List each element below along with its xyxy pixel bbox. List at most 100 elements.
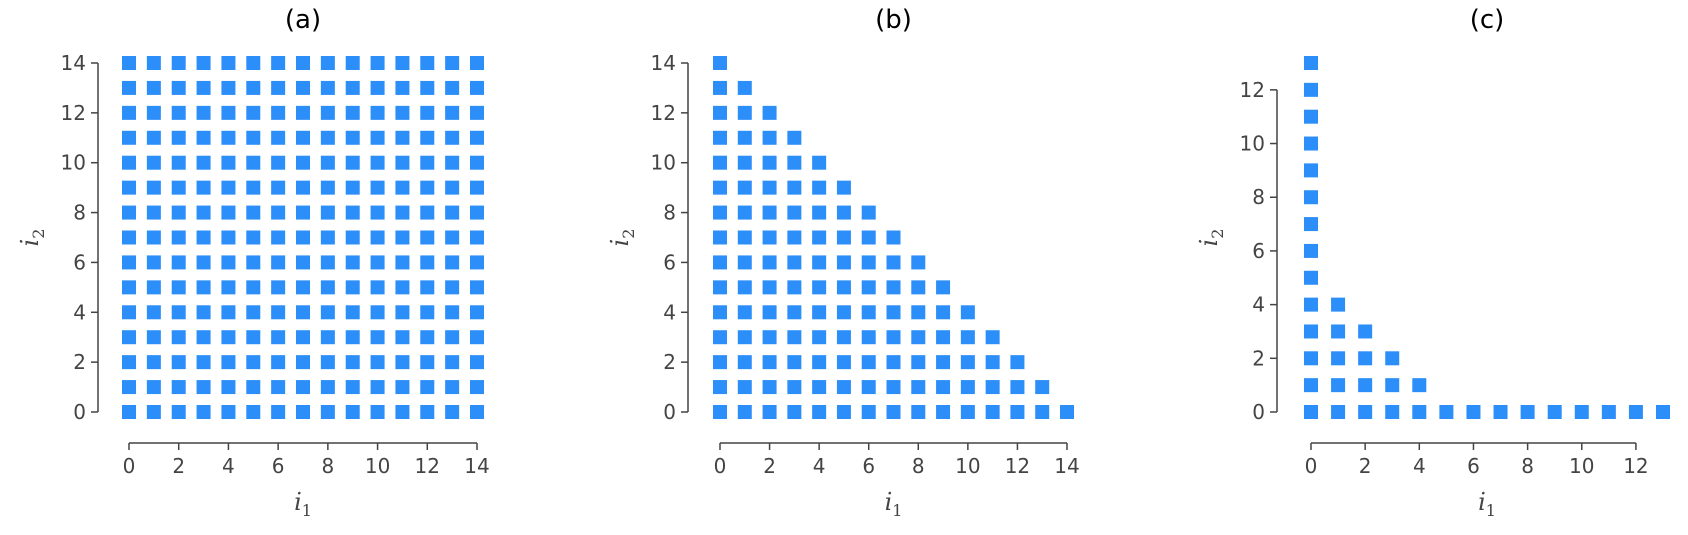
data-point [886, 305, 901, 320]
data-point [320, 330, 335, 345]
data-point [737, 155, 752, 170]
data-point [1547, 405, 1562, 419]
x-tick-label: 6 [1467, 454, 1480, 478]
data-point [1412, 405, 1427, 419]
data-point [1304, 297, 1318, 312]
data-point [420, 405, 435, 419]
data-point [345, 405, 360, 419]
data-point [787, 280, 802, 295]
data-point [146, 255, 161, 270]
data-point [370, 330, 385, 345]
data-point [146, 330, 161, 345]
data-point [1385, 378, 1400, 393]
data-point [246, 230, 261, 245]
data-point [762, 305, 777, 320]
data-point [737, 280, 752, 295]
data-point [420, 230, 435, 245]
data-point [420, 380, 435, 395]
x-tick-label: 0 [714, 454, 727, 478]
data-point [171, 230, 186, 245]
data-point [1010, 380, 1025, 395]
data-point [271, 105, 286, 120]
panel-a: (a) 0 2 4 6 8 10 12 14 0 2 4 6 8 10 12 14 i1 i2 [16, 5, 490, 520]
data-point [320, 405, 335, 419]
data-point [122, 255, 136, 270]
data-point [1358, 351, 1373, 366]
data-point [345, 280, 360, 295]
data-point [470, 405, 484, 419]
data-point [470, 130, 484, 145]
data-point [146, 405, 161, 419]
data-point [370, 56, 385, 70]
data-point [246, 255, 261, 270]
x-tick-label: 14 [1054, 454, 1079, 478]
data-point [271, 355, 286, 370]
data-point [762, 255, 777, 270]
data-point [122, 280, 136, 295]
data-point [122, 80, 136, 95]
data-point [762, 155, 777, 170]
data-point [345, 230, 360, 245]
data-point [713, 330, 727, 345]
data-point [713, 80, 727, 95]
data-point [221, 155, 236, 170]
data-point [861, 305, 876, 320]
data-point [1304, 190, 1318, 205]
data-point [762, 130, 777, 145]
data-point [395, 205, 410, 220]
data-point [1010, 355, 1025, 370]
x-tick-label: 0 [123, 454, 136, 478]
x-tick-label: 8 [912, 454, 925, 478]
data-point [836, 280, 851, 295]
data-point [196, 130, 211, 145]
data-point [246, 305, 261, 320]
data-point [296, 355, 310, 370]
y-tick-label: 0 [663, 400, 676, 424]
data-point [246, 80, 261, 95]
data-point [370, 180, 385, 195]
data-point [196, 380, 211, 395]
data-point [911, 255, 926, 270]
data-point [122, 155, 136, 170]
data-point [737, 80, 752, 95]
data-point [221, 80, 236, 95]
data-point [395, 380, 410, 395]
data-point [445, 155, 460, 170]
data-point [395, 56, 410, 70]
data-point [146, 105, 161, 120]
data-point [370, 230, 385, 245]
data-point [171, 305, 186, 320]
data-point [812, 180, 827, 195]
data-point [936, 380, 951, 395]
data-point [445, 255, 460, 270]
data-point [196, 280, 211, 295]
data-point [246, 355, 261, 370]
data-point [296, 180, 310, 195]
data-point [812, 380, 827, 395]
x-tick-label: 6 [862, 454, 875, 478]
data-point [1439, 405, 1454, 419]
data-point [787, 255, 802, 270]
x-tick-label: 10 [365, 454, 390, 478]
x-tick-label: 4 [813, 454, 826, 478]
data-point [445, 380, 460, 395]
data-point [246, 56, 261, 70]
data-point [762, 230, 777, 245]
data-point [122, 330, 136, 345]
data-point [345, 80, 360, 95]
data-point [345, 355, 360, 370]
x-tick-label: 12 [1005, 454, 1030, 478]
data-point [762, 180, 777, 195]
data-point [1412, 378, 1427, 393]
data-point [370, 105, 385, 120]
data-point [221, 330, 236, 345]
data-point [812, 205, 827, 220]
data-point [420, 180, 435, 195]
x-tick-label: 4 [222, 454, 235, 478]
data-point [196, 305, 211, 320]
data-point [787, 405, 802, 419]
data-point [1358, 324, 1373, 339]
data-point [395, 180, 410, 195]
data-point [936, 405, 951, 419]
data-point [1601, 405, 1616, 419]
